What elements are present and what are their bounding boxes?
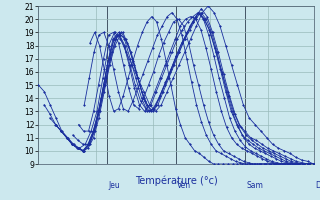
Text: Dim: Dim — [315, 181, 320, 190]
X-axis label: Température (°c): Température (°c) — [135, 175, 217, 186]
Text: Ven: Ven — [177, 181, 192, 190]
Text: Jeu: Jeu — [108, 181, 120, 190]
Text: Sam: Sam — [246, 181, 263, 190]
